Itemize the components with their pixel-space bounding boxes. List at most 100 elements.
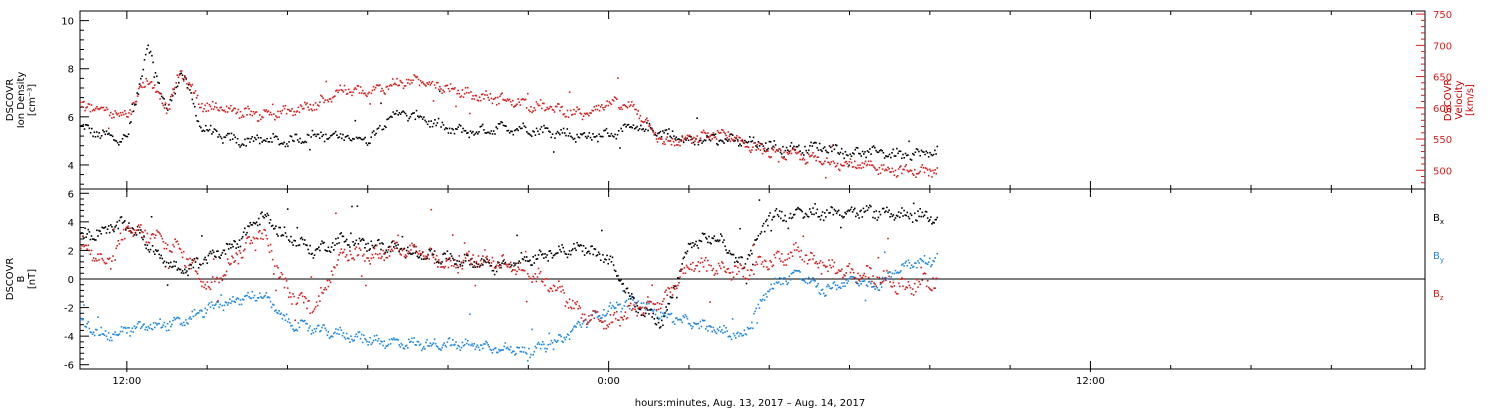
data-point (305, 322, 307, 325)
data-point (523, 256, 526, 258)
data-point (864, 160, 867, 163)
data-point (755, 261, 757, 263)
data-point (478, 131, 480, 133)
data-point (231, 138, 234, 140)
data-point (303, 141, 305, 144)
data-point (336, 89, 338, 91)
data-point (527, 260, 529, 262)
data-point (251, 224, 254, 226)
data-point (200, 280, 202, 283)
data-point (204, 307, 206, 310)
data-point (324, 287, 326, 289)
data-point (544, 284, 546, 287)
data-point (626, 287, 629, 290)
data-point (230, 302, 232, 305)
data-point (263, 228, 265, 231)
data-point (935, 218, 937, 221)
data-point (229, 298, 231, 300)
data-point (831, 145, 834, 148)
data-point (781, 253, 783, 255)
data-point (843, 282, 845, 284)
data-point (705, 328, 707, 330)
data-point (289, 322, 291, 324)
data-point (691, 142, 693, 144)
data-point (708, 136, 710, 139)
data-point (726, 330, 728, 332)
data-point (297, 322, 300, 324)
data-point (303, 243, 305, 245)
data-point (773, 254, 776, 256)
data-point (266, 137, 268, 140)
data-point (464, 130, 467, 132)
data-point (292, 139, 294, 142)
data-point (376, 253, 379, 256)
data-point (243, 144, 245, 146)
data-point (203, 258, 205, 261)
data-point (205, 124, 207, 127)
data-point (546, 278, 548, 280)
data-point (510, 270, 513, 273)
data-point (812, 277, 814, 279)
data-point (476, 263, 479, 266)
data-point (617, 304, 619, 306)
data-point (517, 129, 519, 132)
data-point (889, 281, 891, 283)
data-point (721, 329, 723, 331)
data-point (709, 241, 711, 244)
data-point (203, 130, 206, 132)
data-point (608, 135, 610, 137)
data-point (290, 110, 292, 112)
data-point (445, 84, 448, 87)
data-point (829, 287, 831, 290)
data-point (858, 284, 860, 287)
data-point (211, 276, 214, 278)
data-point (553, 111, 556, 113)
data-point (503, 263, 505, 265)
data-point (760, 231, 763, 233)
data-point (137, 93, 140, 95)
data-point (826, 285, 828, 288)
data-point (856, 212, 858, 215)
data-point (611, 256, 614, 259)
data-point (381, 87, 383, 90)
data-point (314, 330, 317, 333)
data-point (360, 92, 363, 94)
data-point (151, 54, 153, 57)
data-point (482, 347, 484, 350)
data-point (829, 264, 831, 267)
data-point (502, 260, 504, 262)
data-point (574, 302, 576, 304)
data-point (766, 150, 768, 152)
data-point (250, 224, 252, 226)
data-point (729, 272, 732, 274)
data-point (879, 172, 882, 174)
data-point (197, 120, 200, 123)
data-point (856, 147, 859, 149)
data-point (924, 272, 927, 275)
data-point (382, 243, 384, 245)
data-point (722, 241, 724, 244)
data-point (582, 115, 585, 117)
data-point (321, 326, 323, 329)
data-point (359, 240, 362, 242)
data-point (296, 139, 299, 141)
data-point (300, 142, 303, 144)
data-point (578, 108, 581, 110)
data-point (339, 233, 341, 235)
data-point (811, 154, 813, 156)
data-point (423, 83, 425, 85)
data-point (849, 271, 852, 274)
data-point (690, 263, 692, 266)
data-point (841, 164, 843, 167)
data-point (672, 287, 675, 289)
data-point (929, 257, 931, 260)
data-point (290, 235, 292, 238)
data-point (286, 108, 289, 111)
data-point (522, 98, 525, 101)
data-point (354, 248, 356, 250)
data-point (172, 319, 174, 322)
data-point (295, 245, 298, 247)
data-point (893, 272, 896, 275)
data-point (492, 348, 495, 351)
data-point (917, 260, 919, 262)
